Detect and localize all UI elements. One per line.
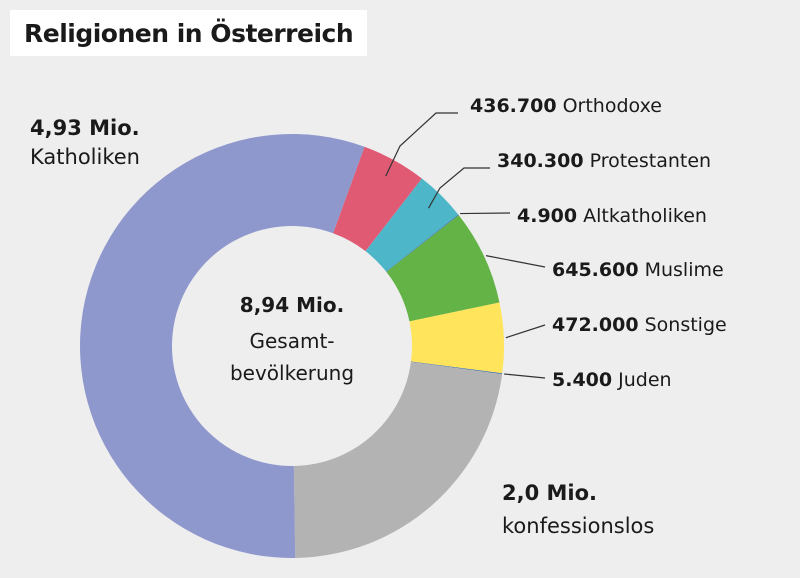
slice-konfessionslos [293,361,503,558]
slice-protestanten [365,178,459,272]
center-label-line2: bevölkerung [230,361,354,385]
title-box: Religionen in Österreich [10,10,368,56]
label-value-konfessionslos: 2,0 Mio. [502,481,597,505]
label-name-protestanten: Protestanten [590,150,712,172]
label-value-altkatholiken: 4.900 [517,205,577,227]
label-protestanten: 340.300 Protestanten [497,150,711,172]
leader-line-sonstige [505,324,546,339]
slice-orthodoxe [333,146,422,252]
label-value-katholiken: 4,93 Mio. [30,116,140,140]
label-name-sonstige: Sonstige [645,314,727,336]
leader-line-orthodoxe [385,112,458,177]
chart-title: Religionen in Österreich [24,18,354,48]
slice-juden [410,361,503,375]
leader-line-altkatholiken [460,212,511,215]
label-name-konfessionslos: konfessionslos [502,514,654,538]
label-value-orthodoxe: 436.700 [470,95,557,117]
center-label-line1: Gesamt- [249,329,334,353]
slice-muslime [386,215,500,322]
center-value: 8,94 Mio. [240,293,344,317]
label-name-katholiken: Katholiken [30,145,140,169]
label-name-juden: Juden [617,369,671,391]
label-value-protestanten: 340.300 [497,150,584,172]
label-name-orthodoxe: Orthodoxe [563,95,662,117]
slice-altkatholiken [386,214,459,272]
label-altkatholiken: 4.900 Altkatholiken [517,205,707,227]
label-value-sonstige: 472.000 [552,314,639,336]
slice-sonstige [409,302,504,374]
label-muslime: 645.600 Muslime [552,259,724,281]
leader-line-protestanten [428,167,490,209]
leader-line-muslime [485,255,546,268]
label-name-altkatholiken: Altkatholiken [583,205,707,227]
leader-line-juden [504,373,546,379]
label-orthodoxe: 436.700 Orthodoxe [470,95,662,117]
label-value-muslime: 645.600 [552,259,639,281]
label-sonstige: 472.000 Sonstige [552,314,727,336]
slice-katholiken [80,134,365,558]
label-name-muslime: Muslime [645,259,724,281]
label-value-juden: 5.400 [552,369,612,391]
label-juden: 5.400 Juden [552,369,672,391]
slices-group [80,134,504,558]
leader-lines-group [385,112,546,379]
